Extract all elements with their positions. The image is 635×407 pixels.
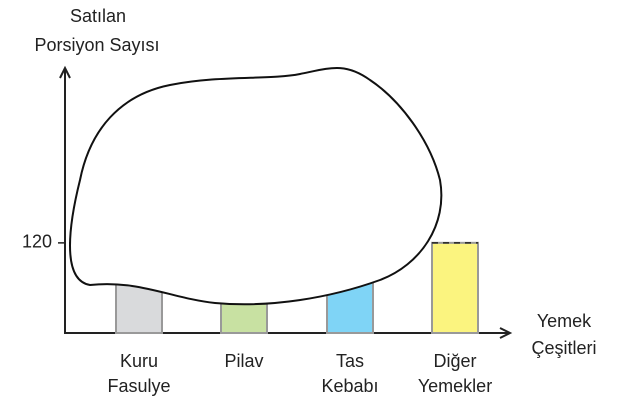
blob bbox=[69, 67, 443, 306]
x-axis-label: Çeşitleri bbox=[531, 338, 596, 358]
y-axis-label: Satılan bbox=[70, 6, 126, 26]
bar bbox=[431, 241, 479, 334]
x-tick-label: Pilav bbox=[224, 351, 263, 371]
x-tick-label: Kuru bbox=[120, 351, 158, 371]
labels: 120 Kuru Fasulye Pilav Tas Kebabı Diğer Yemekle… bbox=[22, 6, 597, 396]
x-tick-label: Tas bbox=[336, 351, 364, 371]
y-axis-label: Porsiyon Sayısı bbox=[34, 35, 159, 55]
x-tick-label: Kebabı bbox=[321, 376, 378, 396]
y-tick-label: 120 bbox=[22, 232, 52, 252]
y-axis-arrow bbox=[59, 65, 71, 79]
x-axis-arrow bbox=[499, 327, 513, 339]
x-tick-label: Yemekler bbox=[418, 376, 492, 396]
x-tick-label: Fasulye bbox=[107, 376, 170, 396]
x-axis-label: Yemek bbox=[537, 311, 592, 331]
x-tick-label: Diğer bbox=[433, 351, 476, 371]
